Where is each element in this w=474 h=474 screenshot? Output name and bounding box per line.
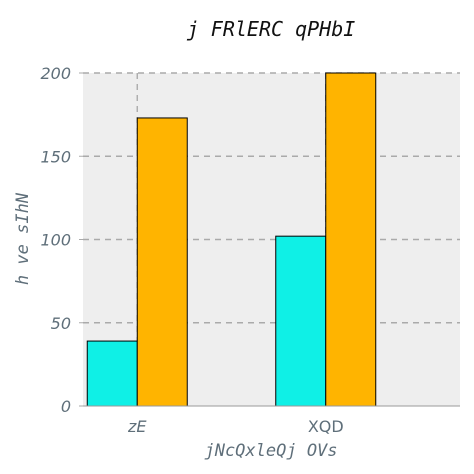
x-tick-label: zE <box>127 417 147 436</box>
x-tick-label: XQD <box>308 417 344 436</box>
y-tick-label: 200 <box>40 64 71 83</box>
tick-labels: 0 50 100 150 200 zE XQD <box>40 64 343 436</box>
y-tick-label: 0 <box>61 397 71 416</box>
y-axis-label: h ve sIhN <box>13 192 33 285</box>
bar <box>86 340 138 407</box>
bar <box>275 235 327 407</box>
bar <box>136 117 188 407</box>
x-axis-label: jNcQxleQj OVs <box>204 441 337 461</box>
bars <box>86 72 377 407</box>
chart-title: j FRlERC qPHbI <box>187 17 356 41</box>
y-tick-label: 150 <box>40 147 71 166</box>
y-tick-label: 100 <box>40 231 71 250</box>
y-tick-label: 50 <box>51 314 71 333</box>
bar <box>325 72 377 407</box>
